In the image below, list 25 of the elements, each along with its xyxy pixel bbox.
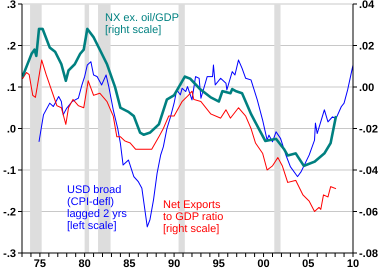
y-tick-label: .2 [6,40,16,52]
y-tick-label: -.2 [3,206,16,218]
y2-tick-label: -.08 [359,248,378,260]
x-tick-label: 80 [78,258,91,270]
x-tick-label: 85 [123,258,136,270]
y-tick-label: .1 [6,82,16,94]
x-tick-label: 95 [212,258,225,270]
y2-tick-label: .04 [359,0,376,11]
y2-tick-label: -.06 [359,206,378,218]
x-tick-label: 00 [257,258,270,270]
text: Net Exports to GDP ratio [right scale] [163,199,224,235]
x-tick-label: 90 [168,258,180,270]
x-tick-label: 10 [346,258,360,270]
y2-tick-label: -.04 [359,164,379,177]
y-tick-label: -.3 [3,248,16,260]
y-tick-label: -.1 [3,164,16,177]
series-label: NX ex. oil/GDP [right scale] [105,12,179,36]
y2-tick-label: .00 [359,82,374,94]
y2-tick-label: .02 [359,40,374,52]
y2-tick-label: -.02 [359,123,378,136]
series-label: USD broad (CPI-defl) lagged 2 yrs [left scale] [67,184,128,232]
y-tick-label: .0 [6,123,16,136]
y-tick-label: .3 [6,0,16,11]
x-tick-label: 05 [302,258,314,270]
x-tick-label: 75 [34,258,46,270]
